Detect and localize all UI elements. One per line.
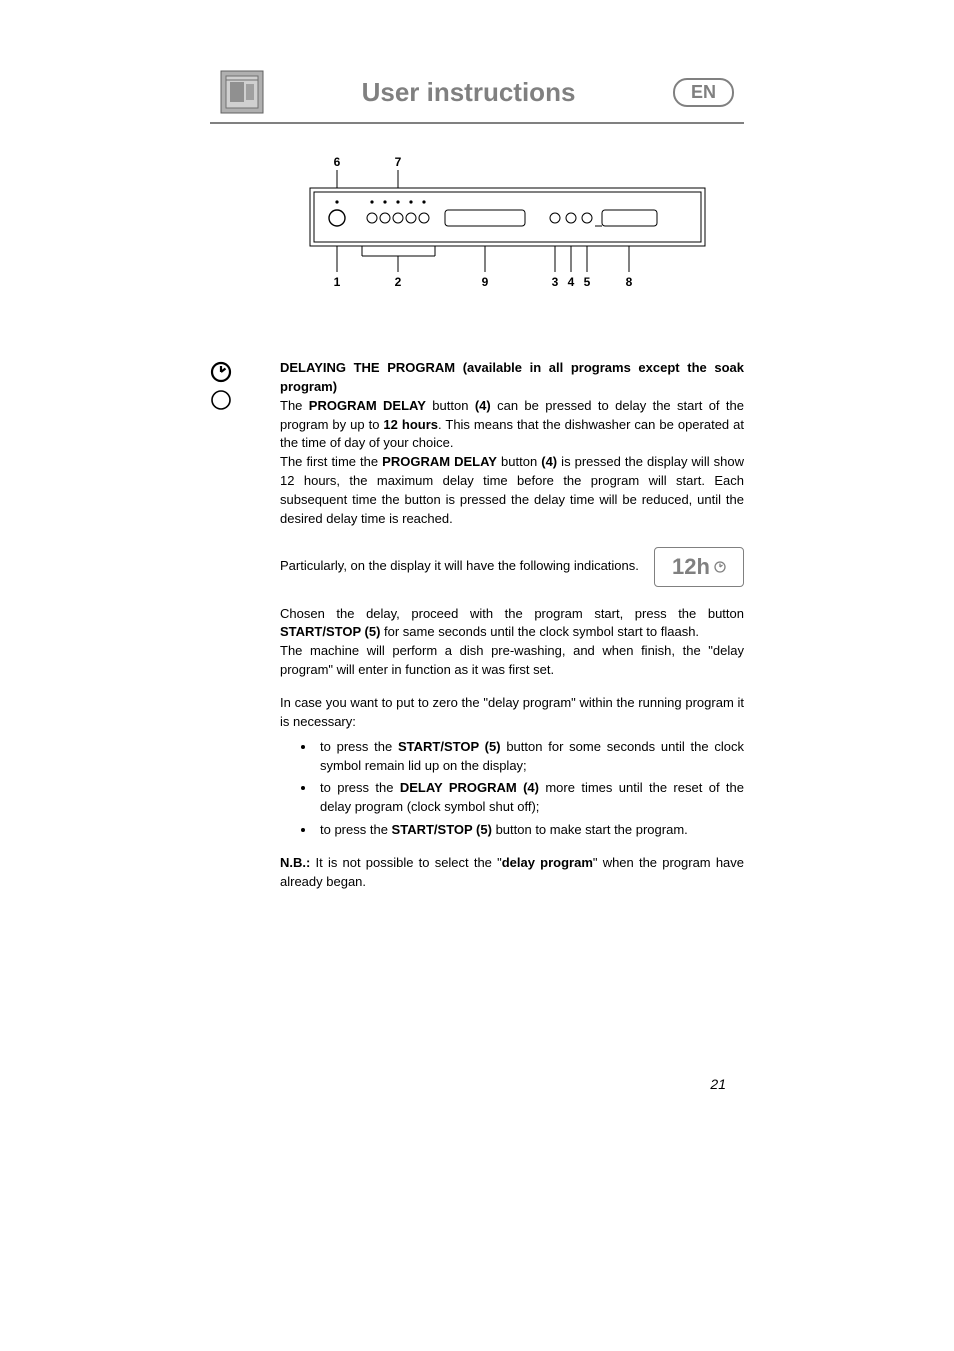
panel-label-5: 5 [584,275,591,289]
content-body: DELAYING THE PROGRAM (available in all p… [280,359,744,892]
display-value: 12h [672,551,710,583]
list-item: to press the START/STOP (5) button for s… [316,738,744,776]
paragraph-5: In case you want to put to zero the "del… [280,694,744,732]
clock-icon [210,361,232,383]
panel-label-4: 4 [568,275,575,289]
panel-label-9: 9 [482,275,489,289]
panel-label-7: 7 [395,155,402,169]
control-panel-diagram: 6 7 [280,154,744,319]
paragraph-3: Chosen the delay, proceed with the progr… [280,605,744,643]
panel-label-3: 3 [552,275,559,289]
clock-small-icon [714,561,726,573]
paragraph-2: The first time the PROGRAM DELAY button … [280,453,744,528]
page-number: 21 [710,1076,726,1092]
display-indication-row: Particularly, on the display it will hav… [280,547,744,587]
section-title: DELAYING THE PROGRAM (available in all p… [280,359,744,397]
list-item: to press the START/STOP (5) button to ma… [316,821,744,840]
display-indication-text: Particularly, on the display it will hav… [280,557,644,576]
panel-label-8: 8 [626,275,633,289]
panel-label-2: 2 [395,275,402,289]
panel-label-1: 1 [334,275,341,289]
reset-steps-list: to press the START/STOP (5) button for s… [280,738,744,840]
paragraph-4: The machine will perform a dish pre-wash… [280,642,744,680]
header-title: User instructions [264,77,673,108]
paragraph-1: The PROGRAM DELAY button (4) can be pres… [280,397,744,454]
dishwasher-icon [220,70,264,114]
circle-icon [210,389,232,411]
page-header: User instructions EN [210,70,744,114]
display-box: 12h [654,547,744,587]
header-divider [210,122,744,124]
nb-note: N.B.: It is not possible to select the "… [280,854,744,892]
margin-icon-column [210,359,280,892]
language-badge: EN [673,78,734,107]
panel-label-6: 6 [334,155,341,169]
list-item: to press the DELAY PROGRAM (4) more time… [316,779,744,817]
